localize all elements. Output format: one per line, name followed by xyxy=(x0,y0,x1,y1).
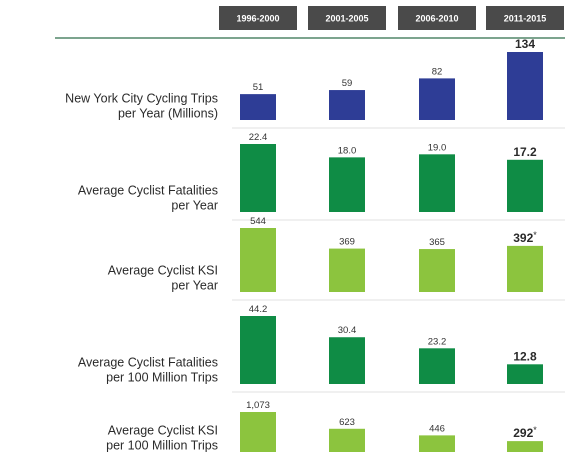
bar-new-york-city-cycling-trips-per-year-millions-1996-2000 xyxy=(240,94,276,120)
value-label-average-cyclist-ksi-per-100-million-trips-2011-2015: 292* xyxy=(513,425,537,440)
value-label-average-cyclist-fatalities-per-year-1996-2000: 22.4 xyxy=(249,132,268,143)
bar-average-cyclist-fatalities-per-year-2006-2010 xyxy=(419,154,455,212)
value-label-average-cyclist-fatalities-per-100-million-trips-1996-2000: 44.2 xyxy=(249,304,268,315)
bar-average-cyclist-ksi-per-100-million-trips-1996-2000 xyxy=(240,412,276,452)
row-label-average-cyclist-ksi-per-year: Average Cyclist KSI xyxy=(108,264,218,278)
value-label-new-york-city-cycling-trips-per-year-millions-2001-2005: 59 xyxy=(342,78,353,89)
footnote-marker: * xyxy=(533,425,537,435)
row-label-average-cyclist-ksi-per-100-million-trips: Average Cyclist KSI xyxy=(108,424,218,438)
column-header-2011-2015 xyxy=(486,6,564,30)
footnote-marker: * xyxy=(533,230,537,240)
column-header-1996-2000 xyxy=(219,6,297,30)
value-label-average-cyclist-ksi-per-100-million-trips-1996-2000: 1,073 xyxy=(246,400,270,411)
value-label-average-cyclist-fatalities-per-year-2011-2015: 17.2 xyxy=(513,145,537,159)
bar-average-cyclist-fatalities-per-100-million-trips-2006-2010 xyxy=(419,348,455,384)
column-header-2006-2010 xyxy=(398,6,476,30)
value-label-average-cyclist-fatalities-per-year-2001-2005: 18.0 xyxy=(338,145,357,156)
row-label-average-cyclist-fatalities-per-100-million-trips: per 100 Million Trips xyxy=(106,371,218,385)
bar-average-cyclist-fatalities-per-100-million-trips-1996-2000 xyxy=(240,316,276,384)
bar-average-cyclist-fatalities-per-year-1996-2000 xyxy=(240,144,276,212)
value-label-new-york-city-cycling-trips-per-year-millions-1996-2000: 51 xyxy=(253,82,264,93)
column-header-2001-2005 xyxy=(308,6,386,30)
bar-average-cyclist-ksi-per-100-million-trips-2001-2005 xyxy=(329,428,365,452)
bar-new-york-city-cycling-trips-per-year-millions-2006-2010 xyxy=(419,78,455,120)
bar-average-cyclist-fatalities-per-year-2011-2015 xyxy=(507,159,543,212)
bar-average-cyclist-ksi-per-year-2001-2005 xyxy=(329,248,365,292)
value-label-average-cyclist-fatalities-per-100-million-trips-2006-2010: 23.2 xyxy=(428,336,447,347)
row-label-average-cyclist-fatalities-per-year: Average Cyclist Fatalities xyxy=(78,184,218,198)
row-label-average-cyclist-fatalities-per-100-million-trips: Average Cyclist Fatalities xyxy=(78,356,218,370)
value-label-average-cyclist-fatalities-per-year-2006-2010: 19.0 xyxy=(428,142,447,153)
bar-average-cyclist-ksi-per-year-2006-2010 xyxy=(419,249,455,292)
row-label-average-cyclist-fatalities-per-year: per Year xyxy=(171,199,218,213)
bar-average-cyclist-ksi-per-100-million-trips-2011-2015 xyxy=(507,441,543,452)
value-label-average-cyclist-ksi-per-year-2006-2010: 365 xyxy=(429,237,445,248)
value-label-average-cyclist-ksi-per-year-1996-2000: 544 xyxy=(250,216,266,227)
column-header-label: 2006-2010 xyxy=(415,14,458,24)
value-label-average-cyclist-ksi-per-year-2011-2015: 392* xyxy=(513,230,537,245)
value-label-new-york-city-cycling-trips-per-year-millions-2006-2010: 82 xyxy=(432,66,443,77)
bar-average-cyclist-ksi-per-100-million-trips-2006-2010 xyxy=(419,435,455,452)
value-label-average-cyclist-ksi-per-100-million-trips-2001-2005: 623 xyxy=(339,417,355,428)
value-label-average-cyclist-fatalities-per-100-million-trips-2001-2005: 30.4 xyxy=(338,325,357,336)
column-header-label: 1996-2000 xyxy=(236,14,279,24)
row-label-average-cyclist-ksi-per-100-million-trips: per 100 Million Trips xyxy=(106,439,218,453)
row-label-new-york-city-cycling-trips-per-year-millions: per Year (Millions) xyxy=(118,107,218,121)
value-label-average-cyclist-fatalities-per-100-million-trips-2011-2015: 12.8 xyxy=(513,349,537,363)
bar-new-york-city-cycling-trips-per-year-millions-2001-2005 xyxy=(329,90,365,120)
bar-average-cyclist-ksi-per-year-2011-2015 xyxy=(507,245,543,292)
bar-average-cyclist-fatalities-per-100-million-trips-2011-2015 xyxy=(507,364,543,384)
column-header-label: 2011-2015 xyxy=(504,14,547,24)
bar-average-cyclist-fatalities-per-100-million-trips-2001-2005 xyxy=(329,337,365,384)
value-label-average-cyclist-ksi-per-100-million-trips-2006-2010: 446 xyxy=(429,423,445,434)
column-header-label: 2001-2005 xyxy=(325,14,368,24)
bar-new-york-city-cycling-trips-per-year-millions-2011-2015 xyxy=(507,52,543,120)
bar-average-cyclist-ksi-per-year-1996-2000 xyxy=(240,228,276,292)
value-label-new-york-city-cycling-trips-per-year-millions-2011-2015: 134 xyxy=(515,37,535,51)
row-label-average-cyclist-ksi-per-year: per Year xyxy=(171,279,218,293)
value-label-average-cyclist-ksi-per-year-2001-2005: 369 xyxy=(339,237,355,248)
bar-average-cyclist-fatalities-per-year-2001-2005 xyxy=(329,157,365,212)
row-label-new-york-city-cycling-trips-per-year-millions: New York City Cycling Trips xyxy=(65,92,218,106)
